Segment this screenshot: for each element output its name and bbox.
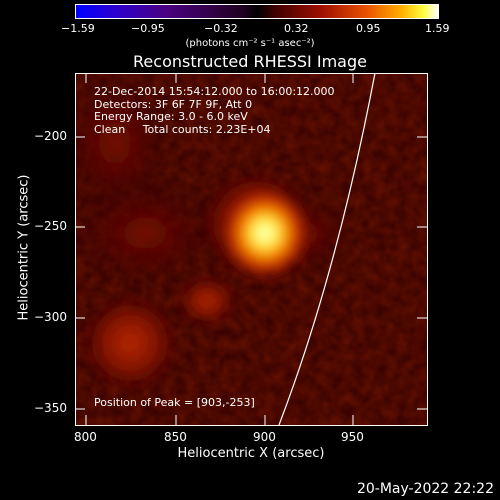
peak-position: Position of Peak = [903,-253] [94, 396, 255, 409]
x-tick-label: 800 [74, 430, 97, 444]
x-axis-label: Heliocentric X (arcsec) [177, 446, 325, 461]
footer-timestamp: 20-May-2022 22:22 [356, 481, 494, 497]
colorbar-tick: −1.59 [61, 22, 95, 35]
x-tick-label: 900 [253, 430, 276, 444]
y-axis-label: Heliocentric Y (arcsec) [16, 174, 32, 321]
rhessi-image [75, 73, 427, 425]
colorbar-unit: (photons cm⁻² s⁻¹ asec⁻²) [185, 38, 315, 49]
y-tick-label: −350 [34, 401, 67, 415]
solar-limb [278, 73, 376, 425]
colorbar-tick: −0.32 [204, 22, 238, 35]
y-tick-label: −250 [34, 219, 67, 233]
x-tick-label: 950 [341, 430, 364, 444]
colorbar-tick: 0.95 [356, 22, 381, 35]
plot-title: Reconstructed RHESSI Image [133, 52, 367, 71]
y-tick-label: −200 [34, 129, 67, 143]
colorbar [75, 4, 439, 19]
colorbar-tick: −0.95 [131, 22, 165, 35]
image-canvas [75, 73, 427, 425]
y-tick-label: −300 [34, 310, 67, 324]
detectors: Detectors: 3F 6F 7F 9F, Att 0 [94, 97, 253, 111]
energy-range: Energy Range: 3.0 - 6.0 keV [94, 110, 248, 123]
x-tick-label: 850 [164, 430, 187, 444]
colorbar-tick: 0.32 [284, 22, 309, 35]
colorbar-tick: 1.59 [425, 22, 450, 35]
time-range: 22-Dec-2014 15:54:12.000 to 16:00:12.000 [94, 85, 335, 98]
clean-total-counts: Clean Total counts: 2.23E+04 [94, 122, 271, 136]
